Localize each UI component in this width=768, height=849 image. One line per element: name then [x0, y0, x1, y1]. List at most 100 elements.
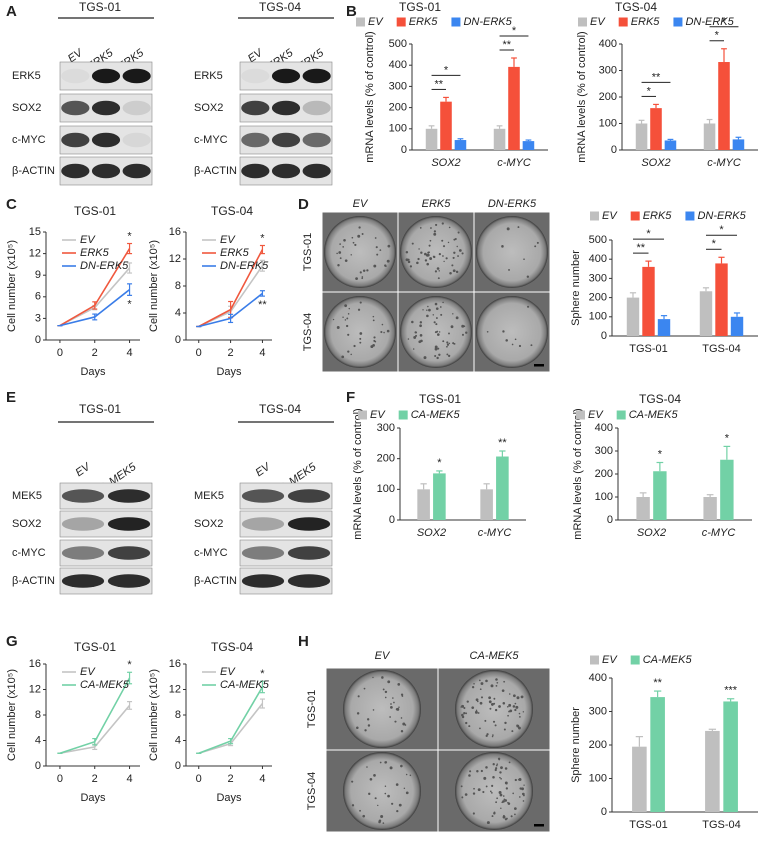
- sphere-dot: [384, 792, 387, 795]
- sphere-dot: [400, 693, 404, 696]
- sphere-dot: [495, 678, 498, 681]
- row-label: ERK5: [12, 70, 41, 82]
- bar: [718, 62, 730, 150]
- blot-band: [107, 574, 151, 588]
- sphere-dot: [522, 794, 525, 797]
- sphere-dot: [518, 726, 521, 730]
- y-tick-label: 0: [601, 330, 607, 342]
- legend-label: EV: [80, 234, 96, 246]
- bar: [417, 489, 430, 520]
- sphere-dot: [527, 305, 530, 308]
- sphere-dot: [507, 802, 511, 805]
- sphere-dot: [356, 726, 359, 730]
- sphere-dot: [473, 683, 475, 685]
- scale-bar: [534, 364, 544, 367]
- y-tick-label: 4: [175, 734, 181, 746]
- sphere-dot: [403, 787, 406, 790]
- sphere-dot: [442, 255, 444, 257]
- sphere-dot: [530, 344, 533, 347]
- sphere-dot: [518, 777, 522, 781]
- line: [198, 686, 264, 754]
- bar: [508, 66, 520, 150]
- sphere-dot: [419, 321, 423, 324]
- sphere-dot: [437, 333, 440, 336]
- y-tick-label: 0: [175, 334, 181, 346]
- chart-title: TGS-04: [211, 204, 253, 218]
- y-tick-label: 12: [169, 253, 181, 265]
- sphere-dot: [526, 275, 530, 278]
- legend-swatch: [590, 211, 599, 221]
- sphere-dot: [392, 697, 394, 699]
- panel-label: A: [6, 3, 17, 20]
- sphere-dot: [504, 818, 508, 821]
- legend-swatch: [451, 17, 461, 27]
- sphere-dot: [508, 268, 510, 271]
- sphere-dot: [377, 804, 379, 807]
- sphere-dot: [414, 331, 417, 334]
- sphere-dot: [387, 680, 391, 684]
- sphere-dot: [359, 332, 363, 335]
- blot-band: [287, 489, 331, 503]
- x-tick-label: 0: [57, 347, 63, 359]
- sphere-dot: [351, 236, 354, 239]
- bar: [480, 489, 493, 520]
- bar: [650, 697, 665, 812]
- x-tick-label: SOX2: [641, 157, 670, 169]
- sphere-dot: [476, 700, 479, 703]
- sphere-dot: [342, 316, 344, 318]
- y-tick-label: 100: [595, 491, 613, 503]
- sphere-dot: [383, 331, 385, 334]
- sphere-dot: [500, 766, 503, 770]
- significance: *: [127, 298, 132, 310]
- sphere-dot: [512, 792, 514, 795]
- sphere-dot: [508, 703, 512, 707]
- sphere-dot: [485, 785, 488, 788]
- sphere-dot: [448, 226, 451, 229]
- legend-label: EV: [602, 210, 618, 222]
- row-label: MEK5: [12, 490, 42, 502]
- sphere-dot: [435, 307, 439, 310]
- blot-band: [107, 546, 151, 560]
- sphere-dot: [437, 347, 440, 350]
- blot-band: [61, 517, 105, 531]
- sphere-dot: [499, 776, 501, 779]
- y-tick-label: 400: [599, 38, 617, 50]
- sphere-dot: [516, 696, 520, 700]
- sphere-dot: [514, 708, 517, 712]
- sphere-dot: [494, 768, 497, 772]
- bar: [720, 459, 734, 520]
- bar: [723, 701, 738, 812]
- sphere-dot: [441, 222, 444, 225]
- sphere-dot: [510, 815, 513, 818]
- bar: [454, 140, 467, 150]
- y-axis-label: Cell number (x10⁵): [6, 240, 18, 332]
- sphere-dot: [405, 773, 408, 776]
- legend-label: CA-MEK5: [643, 654, 693, 666]
- sphere-dot: [460, 785, 463, 788]
- y-tick-label: 0: [607, 514, 613, 526]
- blot-band: [241, 574, 285, 588]
- sphere-dot: [464, 793, 468, 796]
- significance: *: [260, 232, 265, 244]
- blot-band: [302, 163, 331, 179]
- well: [455, 670, 533, 748]
- blot-band: [122, 132, 151, 148]
- sphere-dot: [514, 813, 516, 816]
- chart-title: TGS-04: [639, 392, 681, 406]
- x-tick-label: 2: [92, 773, 98, 785]
- sphere-dot: [455, 316, 459, 320]
- sphere-dot: [514, 807, 517, 810]
- sphere-dot: [373, 336, 376, 339]
- legend-label: EV: [80, 666, 96, 678]
- sphere-dot: [504, 799, 507, 802]
- y-tick-label: 0: [175, 760, 181, 772]
- line: [59, 248, 131, 327]
- sphere-dot: [404, 724, 407, 726]
- row-label: SOX2: [194, 518, 223, 530]
- chart-title: TGS-01: [419, 392, 461, 406]
- blot-band: [122, 68, 151, 84]
- y-tick-label: 100: [377, 483, 395, 495]
- x-tick-label: 0: [196, 773, 202, 785]
- sphere-dot: [447, 354, 451, 358]
- x-tick-label: c-MYC: [478, 527, 512, 539]
